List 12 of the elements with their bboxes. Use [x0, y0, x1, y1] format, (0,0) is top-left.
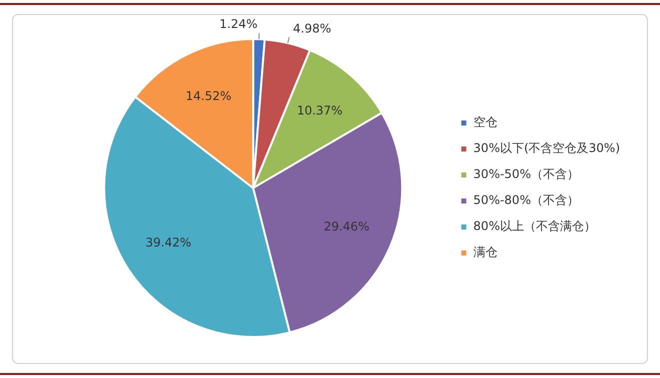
legend-label: 满仓 — [473, 245, 498, 260]
data-label: 1.24% — [219, 17, 258, 32]
legend-label: 空仓 — [473, 115, 498, 130]
legend-label: 30%以下(不含空仓及30%) — [473, 141, 620, 156]
data-label: 10.37% — [296, 104, 343, 118]
data-label: 39.42% — [146, 236, 192, 250]
data-label: 4.98% — [293, 22, 332, 36]
legend-label: 30%-50%（不含） — [473, 167, 579, 182]
data-label: 14.52% — [186, 89, 232, 104]
data-label: 29.46% — [324, 219, 370, 234]
legend-label: 50%-80%（不含） — [473, 193, 579, 208]
legend-label: 80%以上（不含满仓） — [473, 219, 596, 234]
